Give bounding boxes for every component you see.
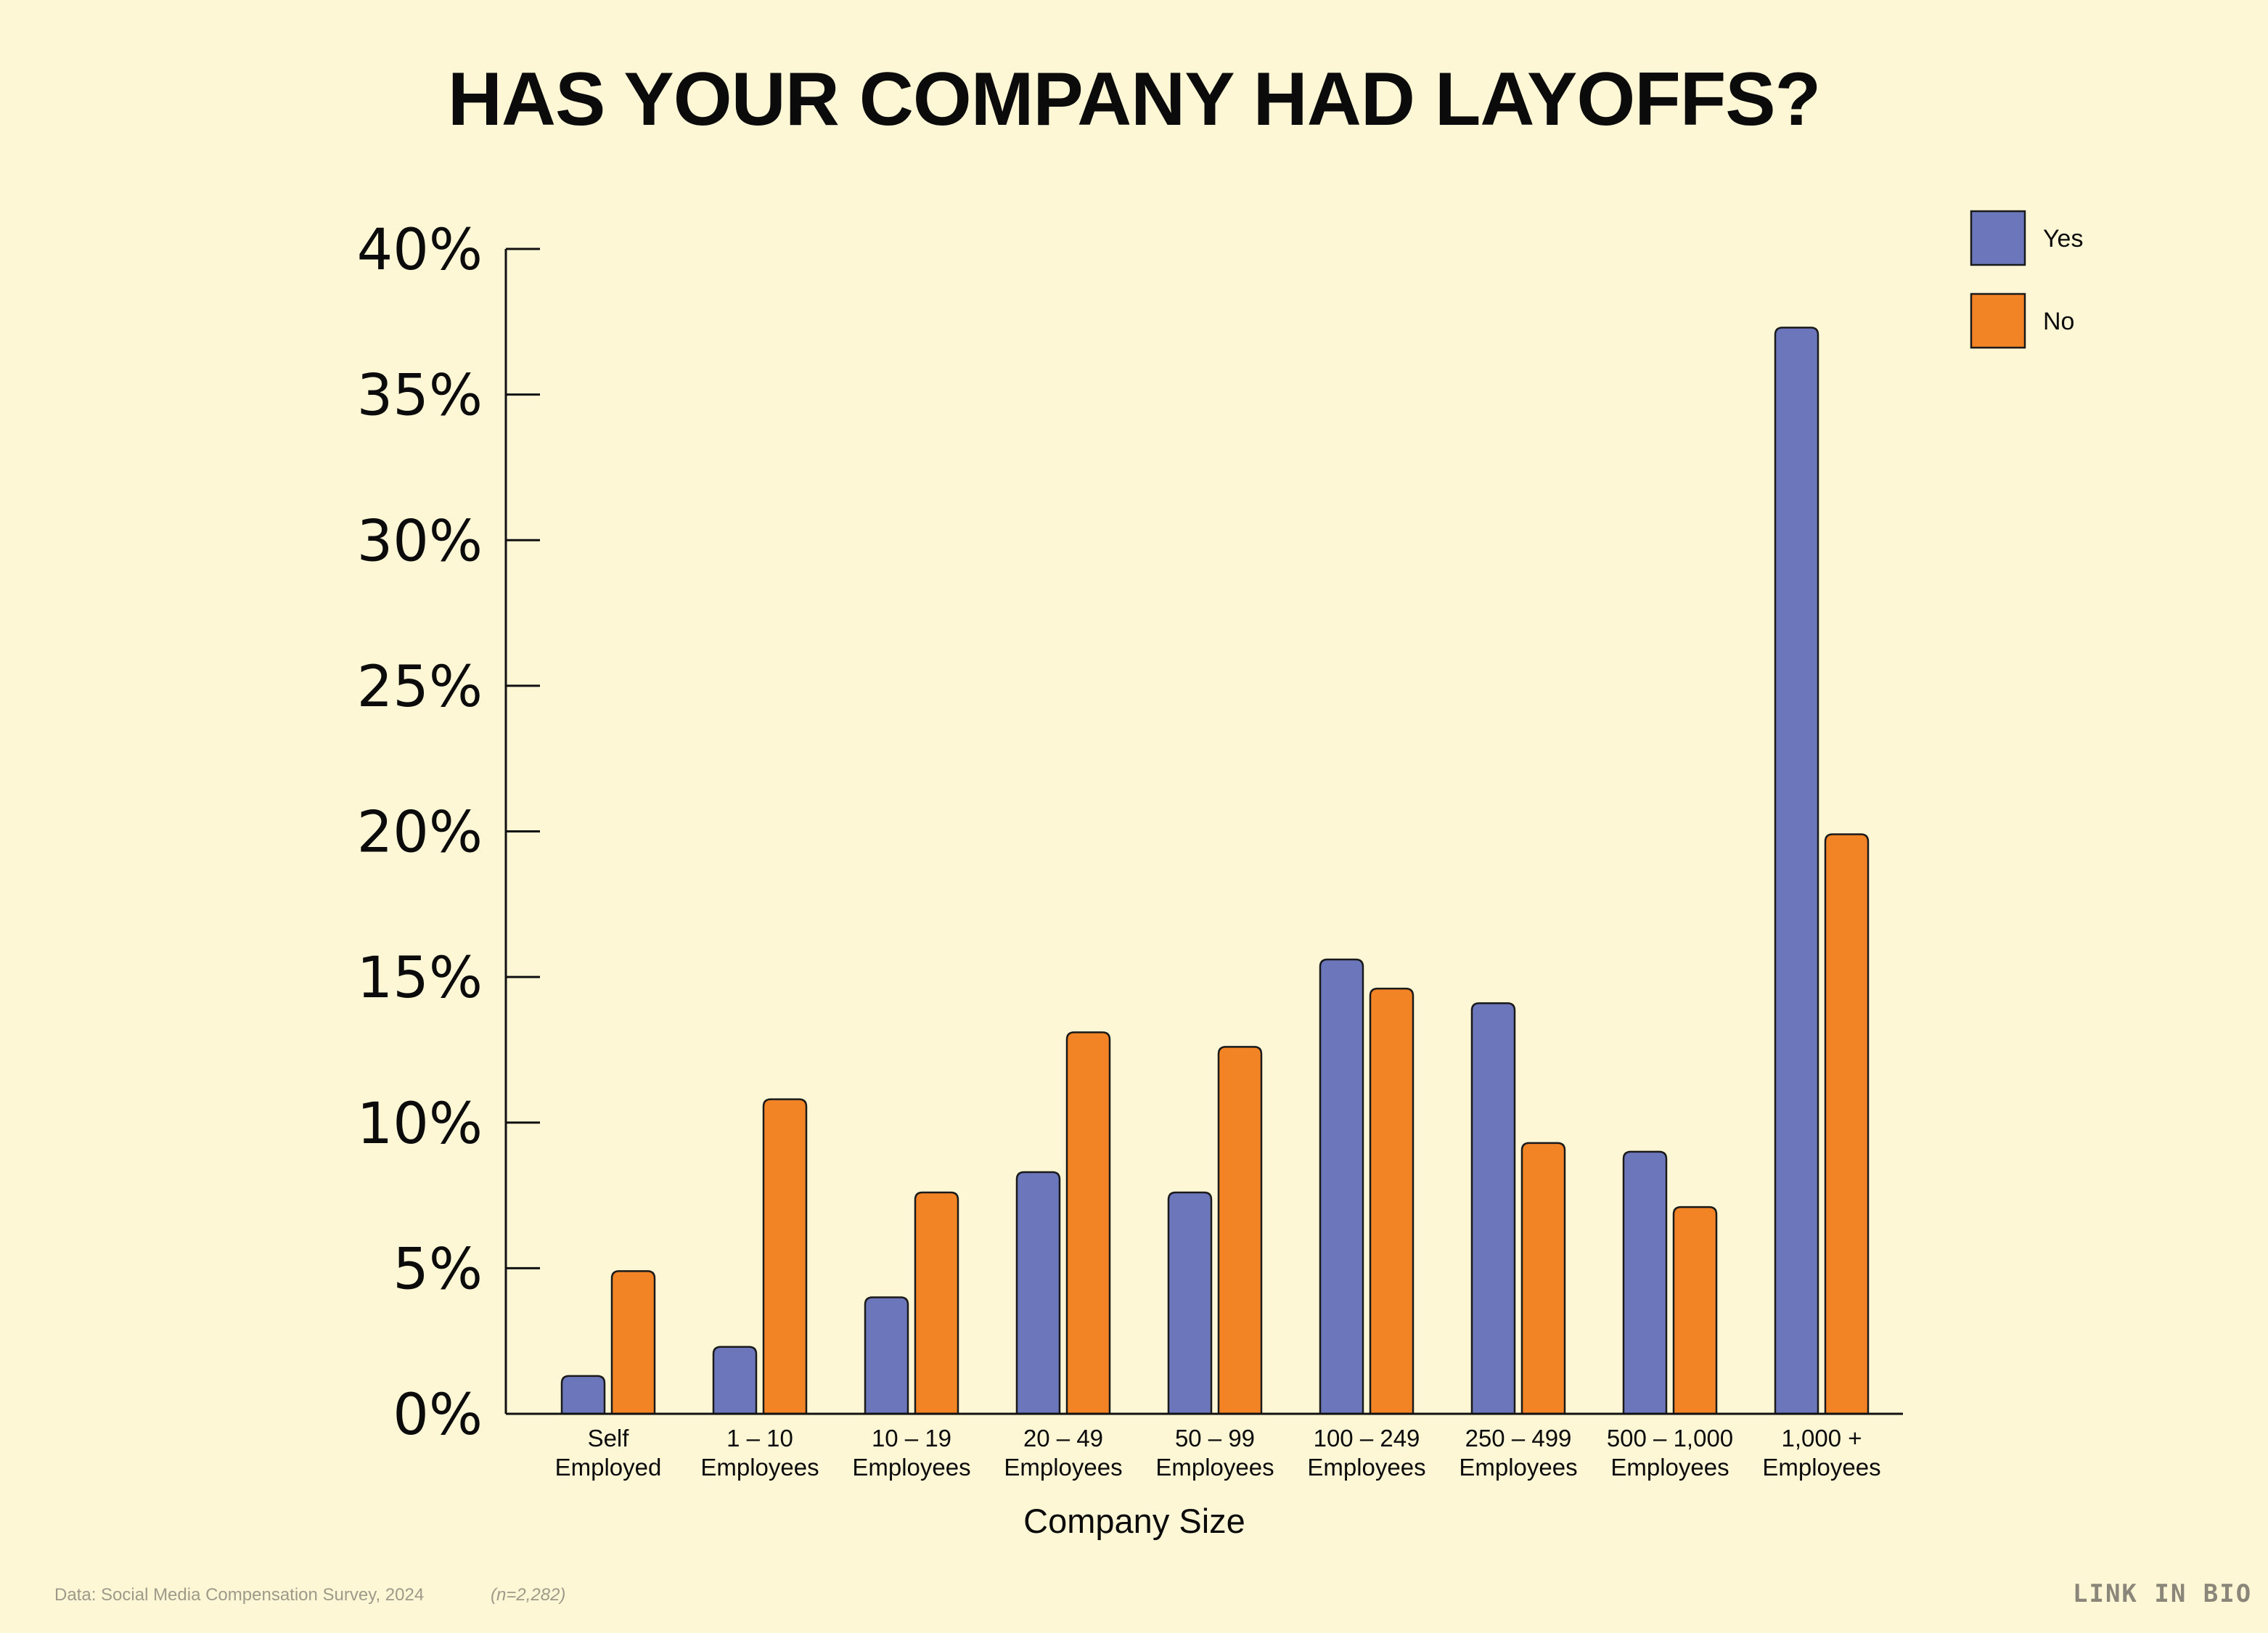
bar-no-8	[1824, 833, 1870, 1415]
bar-no-5	[1369, 987, 1415, 1415]
x-category-label-line: 1 – 10	[726, 1425, 793, 1452]
bar-no-4	[1217, 1046, 1263, 1415]
y-tick-label: 30%	[357, 509, 483, 574]
x-category-label-line: 10 – 19	[872, 1425, 951, 1452]
sample-size-note: (n=2,282)	[491, 1585, 566, 1605]
x-category-label-line: Employees	[1459, 1454, 1577, 1481]
bar-yes-3	[1015, 1171, 1061, 1415]
x-category-label: 1,000 + Employees	[1762, 1425, 1880, 1481]
bar-yes-1	[712, 1346, 758, 1415]
x-category-label: 500 – 1,000 Employees	[1607, 1425, 1733, 1481]
bar-no-1	[762, 1098, 808, 1415]
legend: Yes No	[1970, 210, 2083, 349]
y-tick-label: 20%	[357, 801, 483, 866]
x-category-label-line: Employees	[1762, 1454, 1880, 1481]
x-category-label: 50 – 99 Employees	[1155, 1425, 1274, 1481]
x-category-label-line: Employees	[1155, 1454, 1274, 1481]
bar-yes-6	[1470, 1002, 1516, 1415]
x-category-label: Self Employed	[555, 1425, 662, 1481]
y-tick-label: 15%	[357, 946, 483, 1011]
x-category-label-line: 20 – 49	[1023, 1425, 1103, 1452]
x-category-label-line: 250 – 499	[1465, 1425, 1572, 1452]
bar-no-0	[610, 1270, 656, 1415]
y-tick-label: 25%	[357, 655, 483, 720]
x-category-label: 20 – 49 Employees	[1004, 1425, 1122, 1481]
source-note: Data: Social Media Compensation Survey, …	[54, 1585, 425, 1605]
bar-yes-7	[1622, 1150, 1668, 1415]
legend-label-no: No	[2043, 308, 2074, 335]
x-axis-title: Company Size	[1023, 1502, 1245, 1540]
x-category-label: 10 – 19 Employees	[852, 1425, 970, 1481]
bar-yes-0	[560, 1375, 606, 1415]
bar-no-3	[1065, 1031, 1111, 1415]
legend-swatch-yes	[1970, 210, 2026, 266]
x-category-label: 100 – 249 Employees	[1307, 1425, 1425, 1481]
bar-no-2	[914, 1191, 959, 1415]
y-tick-label: 40%	[357, 218, 483, 283]
bar-yes-4	[1167, 1191, 1213, 1415]
x-category-label-line: 500 – 1,000	[1607, 1425, 1733, 1452]
bar-no-7	[1672, 1206, 1718, 1415]
chart-title: HAS YOUR COMPANY HAD LAYOFFS?	[447, 57, 1821, 142]
x-category-label: 1 – 10 Employees	[700, 1425, 819, 1481]
bar-yes-2	[864, 1296, 909, 1415]
x-category-label-line: 1,000 +	[1781, 1425, 1862, 1452]
x-category-label-line: 100 – 249	[1314, 1425, 1420, 1452]
brand-logo: LINK IN BIO	[2073, 1579, 2253, 1608]
y-tick-label: 35%	[357, 364, 483, 429]
bars	[560, 327, 1870, 1415]
legend-swatch-no	[1970, 292, 2026, 349]
bar-yes-5	[1319, 958, 1364, 1415]
y-tick-label: 10%	[357, 1092, 483, 1157]
y-tick-label: 0%	[393, 1383, 483, 1448]
y-axis: 0% 5% 10% 15% 20% 25% 30% 35% 40%	[357, 218, 540, 1448]
x-category-label-line: Self	[588, 1425, 630, 1452]
x-category-label-line: Employees	[1307, 1454, 1425, 1481]
x-category-label-line: Employees	[700, 1454, 819, 1481]
bar-yes-8	[1774, 327, 1819, 1415]
x-category-label-line: 50 – 99	[1175, 1425, 1255, 1452]
x-category-label-line: Employees	[1610, 1454, 1729, 1481]
y-tick-label: 5%	[393, 1237, 483, 1302]
x-category-label-line: Employed	[555, 1454, 662, 1481]
x-category-label-line: Employees	[852, 1454, 970, 1481]
x-category-label-line: Employees	[1004, 1454, 1122, 1481]
legend-label-yes: Yes	[2043, 225, 2083, 253]
x-category-label: 250 – 499 Employees	[1459, 1425, 1577, 1481]
bar-no-6	[1520, 1142, 1566, 1415]
